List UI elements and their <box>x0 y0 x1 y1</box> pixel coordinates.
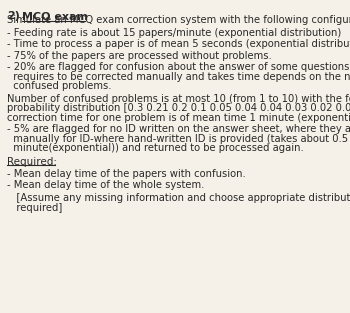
Text: - Time to process a paper is of mean 5 seconds (exponential distribution): - Time to process a paper is of mean 5 s… <box>7 39 350 49</box>
Text: - Mean delay time of the whole system.: - Mean delay time of the whole system. <box>7 180 204 190</box>
Text: probability distribution [0.3 0.21 0.2 0.1 0.05 0.04 0.04 0.03 0.02 0.01], and: probability distribution [0.3 0.21 0.2 0… <box>7 103 350 113</box>
Text: - 5% are flagged for no ID written on the answer sheet, where they are checked: - 5% are flagged for no ID written on th… <box>7 124 350 134</box>
Text: requires to be corrected manually and takes time depends on the number of: requires to be corrected manually and ta… <box>7 72 350 82</box>
Text: - 20% are flagged for confusion about the answer of some questions, which: - 20% are flagged for confusion about th… <box>7 62 350 72</box>
Text: manually for ID-where hand-written ID is provided (takes about 0.5: manually for ID-where hand-written ID is… <box>7 134 348 144</box>
Text: 2): 2) <box>7 11 20 21</box>
Text: - Feeding rate is about 15 papers/minute (exponential distribution): - Feeding rate is about 15 papers/minute… <box>7 28 342 38</box>
Text: Required:: Required: <box>7 156 57 167</box>
Text: minute(exponential)) and returned to be processed again.: minute(exponential)) and returned to be … <box>7 143 304 153</box>
Text: [Assume any missing information and choose appropriate distributions if: [Assume any missing information and choo… <box>7 193 350 203</box>
Text: correction time for one problem is of mean time 1 minute (exponential distributi: correction time for one problem is of me… <box>7 113 350 123</box>
Text: required]: required] <box>7 203 62 213</box>
Text: - Mean delay time of the papers with confusion.: - Mean delay time of the papers with con… <box>7 169 246 179</box>
Text: Simulate an MCQ exam correction system with the following configuration:: Simulate an MCQ exam correction system w… <box>7 15 350 25</box>
Text: MCQ exam: MCQ exam <box>22 11 88 21</box>
Text: - 75% of the papers are processed without problems.: - 75% of the papers are processed withou… <box>7 51 272 61</box>
Text: Number of confused problems is at most 10 (from 1 to 10) with the following: Number of confused problems is at most 1… <box>7 94 350 104</box>
Text: confused problems.: confused problems. <box>7 81 112 91</box>
